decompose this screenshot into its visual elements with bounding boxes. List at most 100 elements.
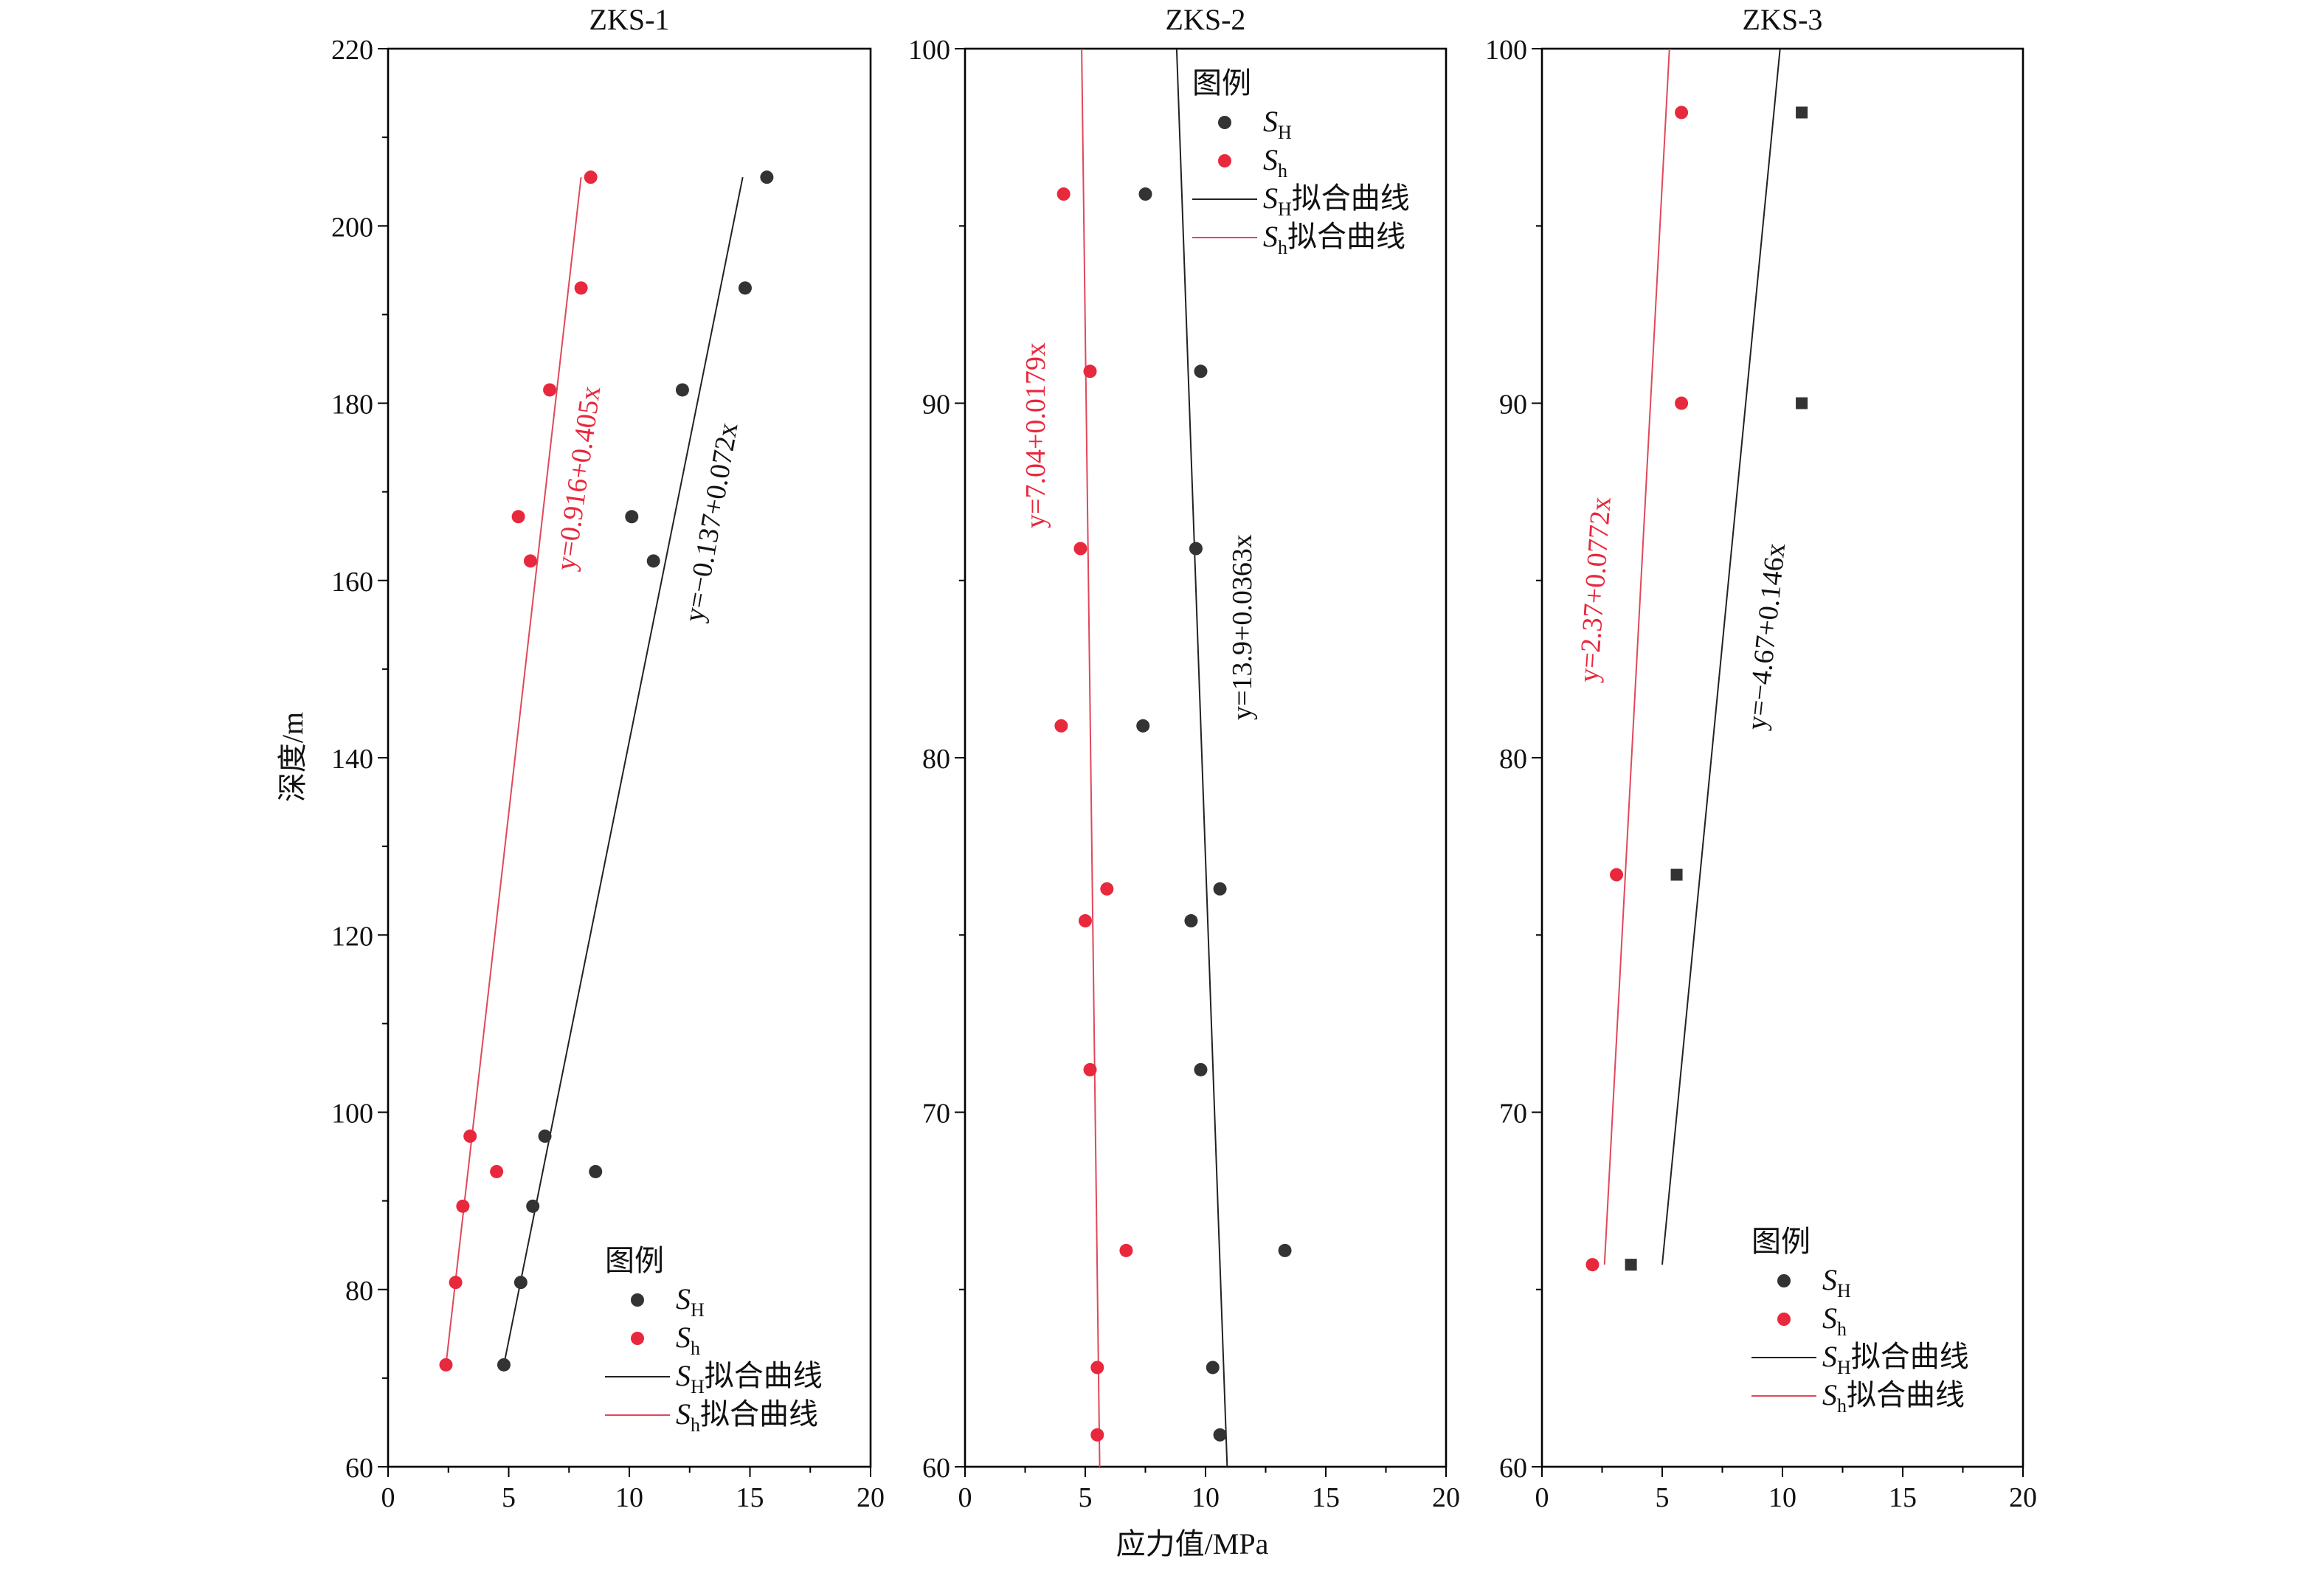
SH-point [1194, 1062, 1208, 1076]
legend-fit-suffix: 拟合曲线 [705, 1359, 823, 1392]
legend-label: Sh拟合曲线 [1822, 1378, 1965, 1417]
legend-S: S [1263, 143, 1278, 176]
legend-S: S [676, 1282, 691, 1316]
legend-fit-suffix: 拟合曲线 [700, 1397, 818, 1431]
legend-marker [1218, 154, 1231, 167]
SH-fit-line [502, 176, 744, 1366]
Sh-point [1585, 1258, 1600, 1272]
y-tick-label: 180 [331, 390, 373, 421]
x-tick-label: 5 [502, 1482, 516, 1513]
y-tick-label: 100 [908, 35, 950, 66]
legend-fit-suffix: 拟合曲线 [1847, 1378, 1965, 1411]
y-tick-label: 80 [345, 1276, 373, 1307]
panel-title: ZKS-1 [589, 3, 670, 36]
Sh-point [1083, 1062, 1097, 1076]
y-tick-label: 100 [1485, 35, 1527, 66]
SH-point [625, 510, 639, 524]
legend-title: 图例 [1192, 66, 1251, 100]
SH-point [1136, 719, 1150, 733]
legend-label: SH拟合曲线 [1822, 1340, 1969, 1378]
panel-title: ZKS-3 [1743, 3, 1823, 36]
SH-point [1213, 1428, 1227, 1442]
Sh-point [574, 281, 588, 295]
SH-point [1625, 1259, 1637, 1271]
Sh-point [523, 554, 537, 568]
Sh-point [1090, 1428, 1104, 1442]
legend-marker [1777, 1313, 1791, 1326]
legend-subscript: H [1278, 198, 1292, 220]
legend-S: S [1822, 1301, 1837, 1335]
y-tick-label: 90 [922, 390, 950, 421]
Sh-point [1073, 542, 1087, 556]
legend-fit-suffix: 拟合曲线 [1292, 182, 1410, 215]
y-tick-label: 100 [331, 1099, 373, 1130]
x-tick-label: 20 [1432, 1482, 1460, 1513]
y-tick-label: 60 [345, 1453, 373, 1484]
y-tick-label: 80 [1499, 744, 1527, 775]
legend-subscript: H [691, 1299, 705, 1321]
y-tick-label: 70 [1499, 1099, 1527, 1130]
Sh-fit-line [1603, 49, 1670, 1265]
x-tick-label: 20 [2009, 1482, 2037, 1513]
Sh-point [1119, 1243, 1133, 1257]
panel-1: ZKS-1 0 5 10 15 20 60 80 100 120 140 160 180 200 220 y=… [331, 3, 885, 1513]
legend-marker [631, 1332, 644, 1345]
y-tick-label: 70 [922, 1099, 950, 1130]
legend-title: 图例 [1751, 1225, 1811, 1258]
legend-S: S [676, 1359, 691, 1392]
SH-point [675, 383, 689, 397]
SH-equation-label: y=−4.67+0.146x [1741, 542, 1791, 731]
legend-S: S [676, 1397, 691, 1431]
legend-label: SH [1263, 105, 1292, 143]
SH-point [589, 1164, 603, 1178]
y-tick-label: 60 [922, 1453, 950, 1484]
legend-subscript: H [1837, 1357, 1851, 1378]
y-tick-label: 220 [331, 35, 373, 66]
Sh-fit-line [1081, 49, 1101, 1467]
legend-title: 图例 [605, 1244, 664, 1277]
x-tick-label: 15 [1889, 1482, 1917, 1513]
Sh-point [543, 383, 557, 397]
legend-subscript: H [1837, 1280, 1851, 1301]
Sh-point [1079, 914, 1092, 928]
SH-point [646, 554, 660, 568]
panel-2: ZKS-2 0 5 10 15 20 60 70 80 90 100 y=7.04+0.0179x y=… [908, 3, 1460, 1513]
x-tick-label: 5 [1079, 1482, 1093, 1513]
legend-subscript: h [1278, 160, 1287, 182]
Sh-point [463, 1129, 477, 1143]
legend-subscript: H [1278, 122, 1292, 143]
Sh-point [1090, 1361, 1104, 1375]
SH-point [538, 1129, 552, 1143]
x-tick-label: 10 [1768, 1482, 1796, 1513]
Sh-fit-line [445, 177, 582, 1365]
SH-point [1194, 364, 1208, 378]
SH-point [497, 1358, 511, 1372]
legend-S: S [1263, 105, 1278, 138]
y-tick-label: 160 [331, 567, 373, 598]
Sh-point [584, 170, 598, 184]
legend-subscript: H [691, 1376, 705, 1397]
plot-frame [964, 47, 1448, 1468]
legend-subscript: h [691, 1338, 700, 1359]
SH-point [1670, 868, 1683, 881]
Sh-point [1675, 106, 1689, 120]
x-tick-label: 10 [1192, 1482, 1220, 1513]
x-tick-label: 15 [1312, 1482, 1340, 1513]
x-tick-label: 0 [381, 1482, 395, 1513]
legend-S: S [1263, 182, 1278, 215]
SH-point [513, 1276, 528, 1290]
legend-subscript: h [691, 1414, 700, 1436]
SH-point [1206, 1361, 1220, 1375]
Sh-point [511, 510, 525, 524]
y-tick-label: 80 [922, 744, 950, 775]
Sh-equation-label: y=7.04+0.0179x [1020, 342, 1051, 528]
Sh-point [1100, 882, 1114, 896]
x-tick-label: 0 [958, 1482, 972, 1513]
Sh-point [490, 1164, 504, 1178]
Sh-point [439, 1358, 453, 1372]
y-tick-label: 200 [331, 212, 373, 243]
y-axis-label: 深度/m [276, 712, 309, 802]
